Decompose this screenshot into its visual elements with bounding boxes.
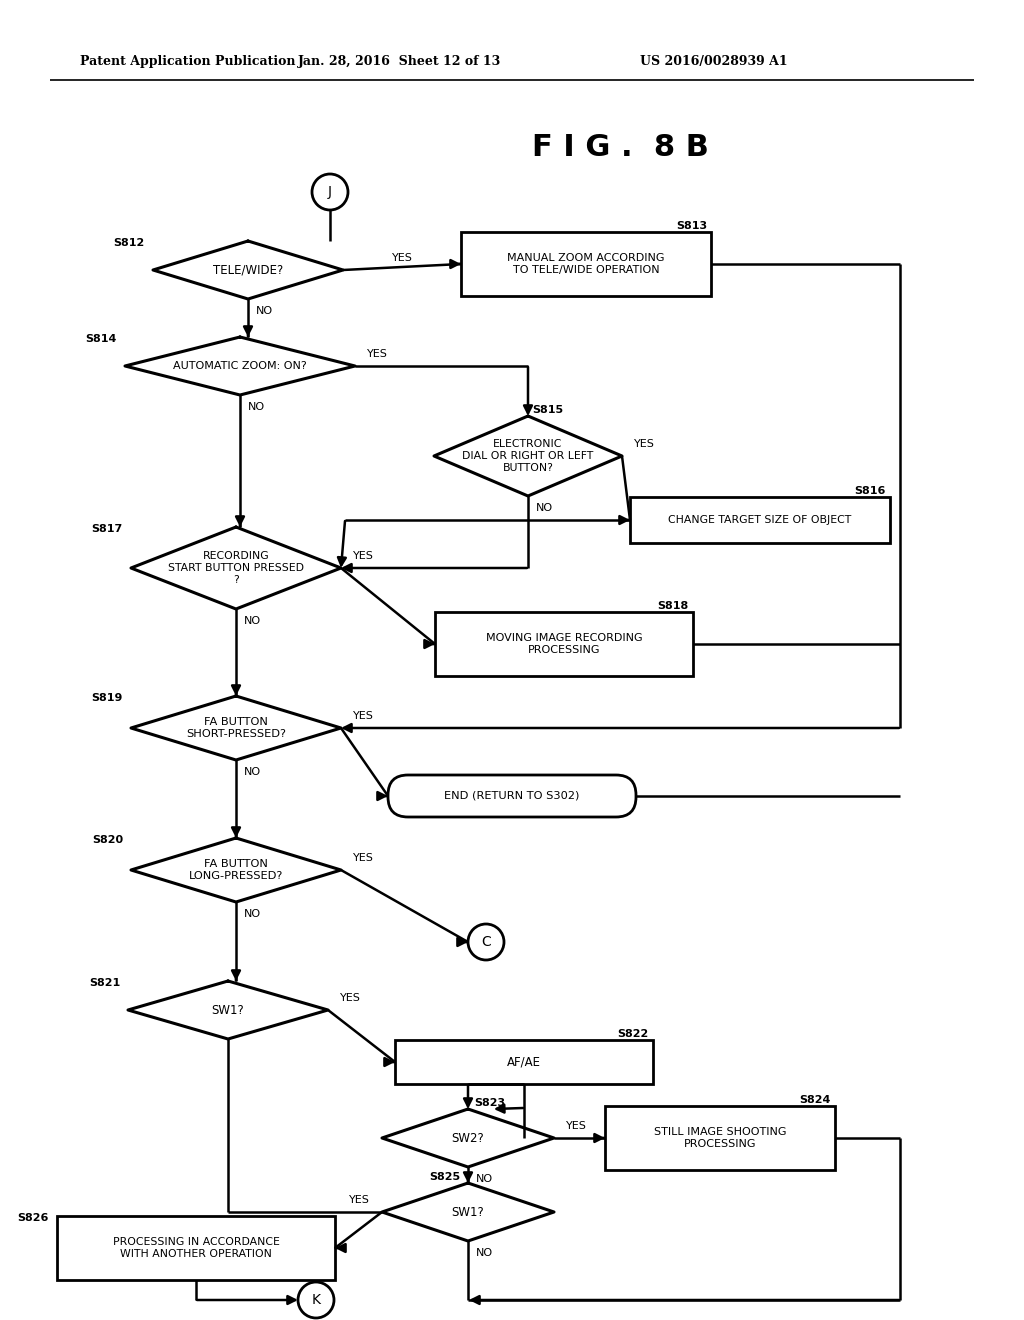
Text: FA BUTTON
SHORT-PRESSED?: FA BUTTON SHORT-PRESSED? <box>186 717 286 739</box>
Text: YES: YES <box>391 253 413 263</box>
Text: YES: YES <box>353 853 374 863</box>
Text: S812: S812 <box>114 238 145 248</box>
Text: NO: NO <box>244 767 261 777</box>
Bar <box>395 1040 653 1084</box>
Text: MANUAL ZOOM ACCORDING
TO TELE/WIDE OPERATION: MANUAL ZOOM ACCORDING TO TELE/WIDE OPERA… <box>507 253 665 275</box>
Bar <box>435 612 693 676</box>
Text: S816: S816 <box>855 486 886 496</box>
Text: SW1?: SW1? <box>452 1205 484 1218</box>
Text: C: C <box>481 935 490 949</box>
Text: NO: NO <box>536 503 553 513</box>
Text: NO: NO <box>476 1173 494 1184</box>
Text: END (RETURN TO S302): END (RETURN TO S302) <box>444 791 580 801</box>
Text: FA BUTTON
LONG-PRESSED?: FA BUTTON LONG-PRESSED? <box>188 859 284 880</box>
Bar <box>461 232 711 296</box>
Text: STILL IMAGE SHOOTING
PROCESSING: STILL IMAGE SHOOTING PROCESSING <box>653 1127 786 1148</box>
Text: S818: S818 <box>657 601 689 611</box>
Text: NO: NO <box>248 403 265 412</box>
Text: F I G .  8 B: F I G . 8 B <box>531 133 709 162</box>
Text: S826: S826 <box>17 1213 49 1224</box>
Text: SW2?: SW2? <box>452 1131 484 1144</box>
Text: Jan. 28, 2016  Sheet 12 of 13: Jan. 28, 2016 Sheet 12 of 13 <box>298 55 502 69</box>
Text: NO: NO <box>476 1247 494 1258</box>
Text: YES: YES <box>367 348 388 359</box>
Text: S820: S820 <box>92 836 123 845</box>
Text: Patent Application Publication: Patent Application Publication <box>80 55 296 69</box>
Text: RECORDING
START BUTTON PRESSED
?: RECORDING START BUTTON PRESSED ? <box>168 550 304 585</box>
Text: YES: YES <box>349 1195 370 1205</box>
Text: YES: YES <box>634 440 655 449</box>
Text: PROCESSING IN ACCORDANCE
WITH ANOTHER OPERATION: PROCESSING IN ACCORDANCE WITH ANOTHER OP… <box>113 1237 280 1259</box>
Text: YES: YES <box>353 550 374 561</box>
Text: S814: S814 <box>86 334 117 345</box>
Text: YES: YES <box>340 993 360 1003</box>
Text: S815: S815 <box>532 405 563 414</box>
Text: K: K <box>311 1294 321 1307</box>
Text: S824: S824 <box>800 1096 831 1105</box>
Text: NO: NO <box>244 909 261 919</box>
Text: US 2016/0028939 A1: US 2016/0028939 A1 <box>640 55 787 69</box>
Text: NO: NO <box>244 616 261 626</box>
Text: S819: S819 <box>91 693 123 704</box>
Text: AUTOMATIC ZOOM: ON?: AUTOMATIC ZOOM: ON? <box>173 360 307 371</box>
Text: J: J <box>328 185 332 199</box>
Bar <box>57 1216 335 1280</box>
Text: S825: S825 <box>429 1172 460 1181</box>
Text: ELECTRONIC
DIAL OR RIGHT OR LEFT
BUTTON?: ELECTRONIC DIAL OR RIGHT OR LEFT BUTTON? <box>463 440 594 473</box>
Text: MOVING IMAGE RECORDING
PROCESSING: MOVING IMAGE RECORDING PROCESSING <box>485 634 642 655</box>
Text: S817: S817 <box>92 524 123 535</box>
Bar <box>630 498 890 543</box>
Text: NO: NO <box>256 306 273 315</box>
Text: S823: S823 <box>474 1098 505 1107</box>
Text: S821: S821 <box>89 978 120 987</box>
Bar <box>605 1106 835 1170</box>
Text: S822: S822 <box>617 1030 649 1039</box>
Text: SW1?: SW1? <box>212 1003 245 1016</box>
Text: CHANGE TARGET SIZE OF OBJECT: CHANGE TARGET SIZE OF OBJECT <box>669 515 852 525</box>
Text: TELE/WIDE?: TELE/WIDE? <box>213 264 283 276</box>
Text: AF/AE: AF/AE <box>507 1056 541 1068</box>
Text: YES: YES <box>566 1121 587 1131</box>
Text: S813: S813 <box>676 220 707 231</box>
Text: YES: YES <box>353 711 374 721</box>
